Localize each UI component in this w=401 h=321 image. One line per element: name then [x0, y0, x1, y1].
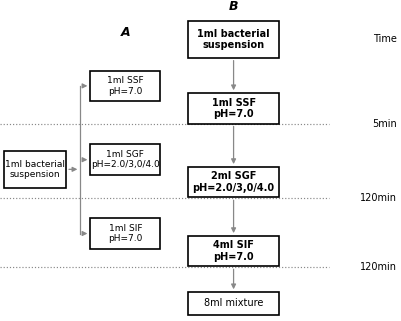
Text: 5min: 5min — [372, 119, 397, 129]
Text: 2ml SGF
pH=2.0/3,0/4.0: 2ml SGF pH=2.0/3,0/4.0 — [192, 171, 275, 193]
Text: 1ml SGF
pH=2.0/3,0/4.0: 1ml SGF pH=2.0/3,0/4.0 — [91, 150, 160, 169]
FancyBboxPatch shape — [188, 167, 279, 197]
Text: 1ml bacterial
suspension: 1ml bacterial suspension — [197, 29, 270, 50]
Text: 1ml SSF
pH=7.0: 1ml SSF pH=7.0 — [107, 76, 144, 96]
FancyBboxPatch shape — [188, 292, 279, 315]
FancyBboxPatch shape — [188, 21, 279, 58]
Text: 1ml bacterial
suspension: 1ml bacterial suspension — [5, 160, 65, 179]
FancyBboxPatch shape — [4, 151, 66, 188]
Text: 4ml SIF
pH=7.0: 4ml SIF pH=7.0 — [213, 240, 254, 262]
Text: 8ml mixture: 8ml mixture — [204, 298, 263, 308]
Text: 120min: 120min — [360, 262, 397, 272]
FancyBboxPatch shape — [90, 144, 160, 175]
Text: 1ml SSF
pH=7.0: 1ml SSF pH=7.0 — [211, 98, 256, 119]
FancyBboxPatch shape — [90, 71, 160, 101]
Text: A: A — [120, 26, 130, 39]
Text: B: B — [229, 0, 238, 13]
FancyBboxPatch shape — [188, 93, 279, 124]
FancyBboxPatch shape — [90, 218, 160, 249]
Text: 1ml SIF
pH=7.0: 1ml SIF pH=7.0 — [108, 224, 142, 243]
Text: Time: Time — [373, 34, 397, 44]
FancyBboxPatch shape — [188, 236, 279, 266]
Text: 120min: 120min — [360, 193, 397, 203]
